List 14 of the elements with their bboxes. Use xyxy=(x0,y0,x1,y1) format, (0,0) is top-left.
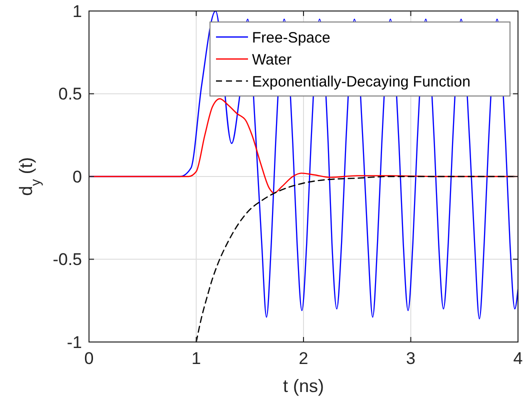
x-tick-label: 2 xyxy=(298,349,308,368)
legend-label: Free-Space xyxy=(252,29,330,46)
x-tick-label: 0 xyxy=(84,349,94,368)
x-tick-label: 1 xyxy=(192,349,201,368)
x-tick-label: 3 xyxy=(406,349,416,368)
x-axis-title: t (ns) xyxy=(282,376,324,396)
y-tick-label: 1 xyxy=(72,2,82,21)
y-tick-label: 0 xyxy=(72,167,82,186)
legend-label: Exponentially-Decaying Function xyxy=(252,73,470,90)
y-tick-label: -0.5 xyxy=(52,250,82,270)
y-tick-label: 0.5 xyxy=(58,84,82,104)
y-tick-label: -1 xyxy=(66,332,82,352)
x-tick-label: 4 xyxy=(513,349,523,368)
legend-label: Water xyxy=(252,51,292,68)
